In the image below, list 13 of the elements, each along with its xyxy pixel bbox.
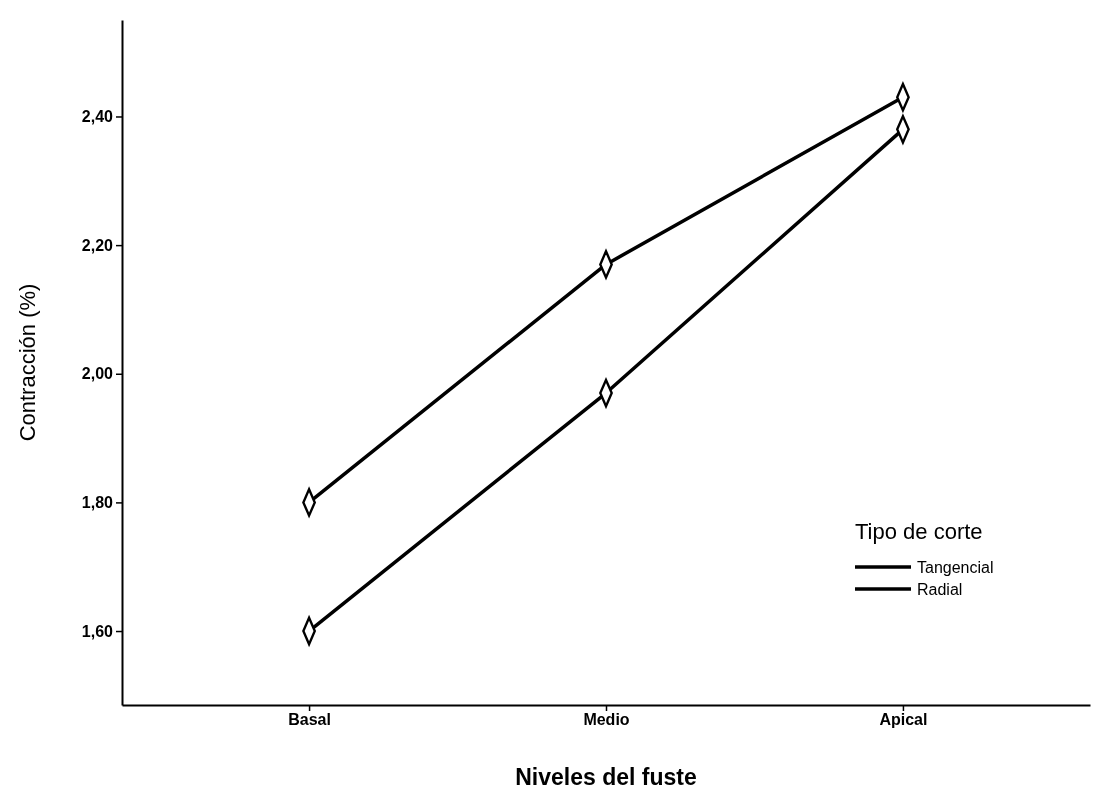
y-tick-label: 1,80 [81, 494, 114, 512]
x-tick-label: Medio [583, 711, 630, 729]
legend-title: Tipo de corte [855, 519, 983, 544]
x-axis-title: Niveles del fuste [515, 764, 697, 790]
legend-label: Radial [917, 581, 963, 598]
legend-label: Tangencial [917, 559, 994, 576]
y-tick-label: 1,60 [81, 622, 114, 640]
y-tick-label: 2,40 [81, 108, 114, 126]
x-tick-label: Apical [879, 711, 928, 729]
y-tick-label: 2,20 [81, 236, 114, 254]
y-tick-label: 2,00 [81, 365, 114, 383]
x-tick-label: Basal [288, 711, 331, 729]
y-axis-title: Contracción (%) [15, 283, 40, 442]
